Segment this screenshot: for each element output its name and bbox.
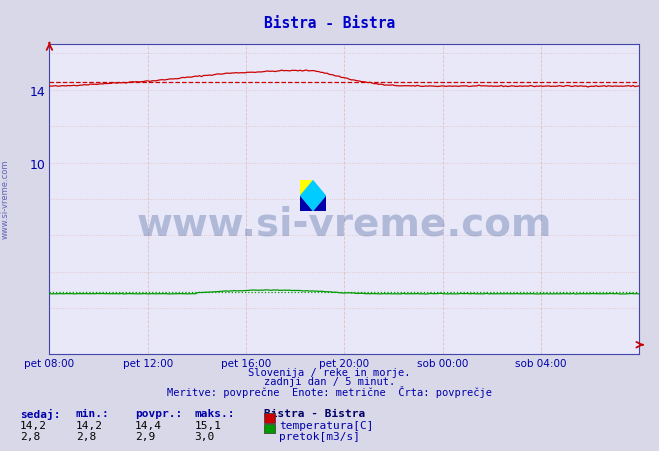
- Text: temperatura[C]: temperatura[C]: [279, 420, 373, 430]
- Polygon shape: [300, 180, 326, 212]
- Text: 2,8: 2,8: [20, 431, 40, 441]
- Text: www.si-vreme.com: www.si-vreme.com: [1, 159, 10, 238]
- Text: 14,2: 14,2: [20, 420, 47, 430]
- Text: zadnji dan / 5 minut.: zadnji dan / 5 minut.: [264, 377, 395, 387]
- Text: Meritve: povprečne  Enote: metrične  Črta: povprečje: Meritve: povprečne Enote: metrične Črta:…: [167, 386, 492, 398]
- Text: min.:: min.:: [76, 408, 109, 418]
- Text: Bistra - Bistra: Bistra - Bistra: [264, 16, 395, 31]
- Text: sedaj:: sedaj:: [20, 408, 60, 419]
- Text: maks.:: maks.:: [194, 408, 235, 418]
- Text: 3,0: 3,0: [194, 431, 215, 441]
- Text: Bistra - Bistra: Bistra - Bistra: [264, 408, 365, 418]
- Text: 15,1: 15,1: [194, 420, 221, 430]
- Polygon shape: [313, 196, 326, 212]
- Polygon shape: [300, 196, 313, 212]
- Text: 14,2: 14,2: [76, 420, 103, 430]
- Text: 2,9: 2,9: [135, 431, 156, 441]
- Text: pretok[m3/s]: pretok[m3/s]: [279, 431, 360, 441]
- Polygon shape: [300, 180, 313, 196]
- Text: povpr.:: povpr.:: [135, 408, 183, 418]
- Text: Slovenija / reke in morje.: Slovenija / reke in morje.: [248, 368, 411, 377]
- Text: 14,4: 14,4: [135, 420, 162, 430]
- Text: www.si-vreme.com: www.si-vreme.com: [136, 205, 552, 243]
- Text: 2,8: 2,8: [76, 431, 96, 441]
